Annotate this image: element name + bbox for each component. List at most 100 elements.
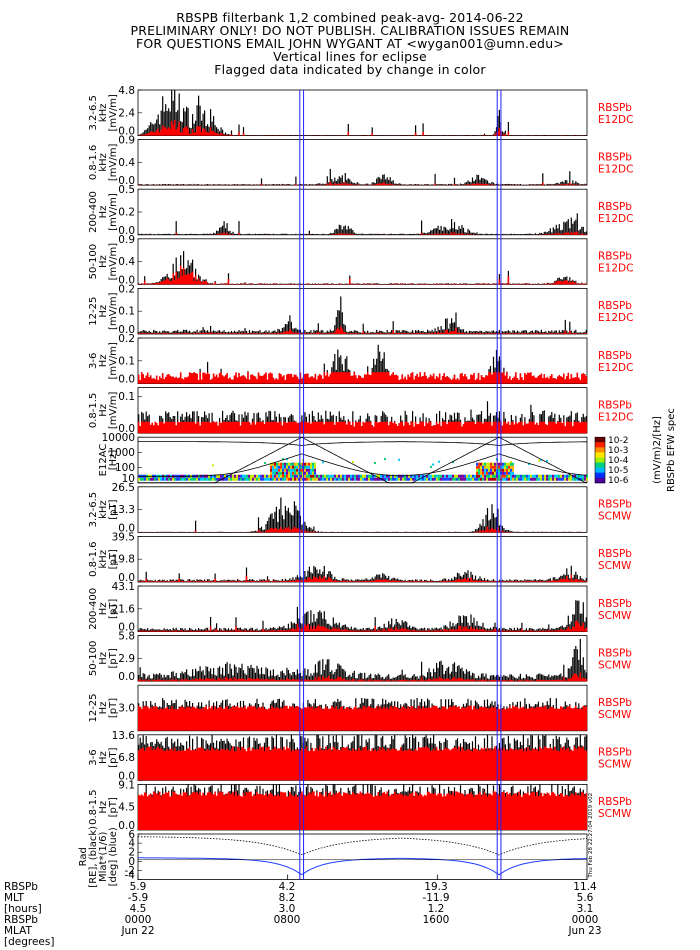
xtick-time: 0000 [124, 914, 152, 926]
spectrogram-cell [284, 465, 286, 469]
spectrogram-cell [232, 477, 234, 481]
spectrogram-cell [372, 477, 374, 481]
spectrogram-cell [510, 477, 512, 481]
spectrogram-cell [446, 474, 448, 478]
spectrogram-cell [388, 474, 390, 478]
spectrogram-cell [586, 474, 588, 478]
spectrogram-cell [386, 477, 388, 481]
spectrogram-cell [282, 462, 284, 466]
y-axis-label: 3.2-6.5 [88, 95, 99, 130]
spectrogram-cell [310, 477, 312, 481]
spectrogram-cell [466, 477, 468, 481]
spectrogram-cell [516, 477, 518, 481]
y-axis-label: 3.2-6.5 [88, 492, 99, 527]
y-tick-label: 3.0 [118, 703, 135, 715]
spectrogram-cell [538, 477, 540, 481]
spectrogram-cell [312, 468, 314, 472]
spectrogram-cell [414, 477, 416, 481]
y-axis-label: [mV/m] [108, 243, 119, 281]
spectrogram-cell [288, 468, 290, 472]
panel-right-label: RBSPb [598, 251, 632, 263]
spectrogram-cell [492, 468, 494, 472]
spectrogram-cell [478, 477, 480, 481]
spectrogram-cell [174, 477, 176, 481]
spectrogram-cell [292, 468, 294, 472]
spectrogram-cell [456, 477, 458, 481]
colorbar-segment [595, 477, 605, 484]
xtick-rbsp: 11.4 [573, 881, 597, 893]
spectrogram-cell [548, 474, 550, 478]
y-axis-label: kHz [98, 153, 109, 172]
panel-frame [137, 287, 588, 335]
panel-right-label: E12DC [598, 263, 633, 275]
spectrogram-cell [470, 477, 472, 481]
spectrogram-cell [256, 477, 258, 481]
spectrogram-cell [486, 462, 488, 466]
panel-e7 [137, 387, 588, 434]
footer-label: MLAT [4, 925, 32, 937]
y-tick-label: 0.0 [118, 522, 135, 534]
spectrogram-cell [236, 474, 238, 478]
panel-e2 [137, 139, 588, 186]
spectrogram-cell [478, 474, 480, 478]
title-line-2: PRELIMINARY ONLY! DO NOT PUBLISH. CALIBR… [130, 23, 570, 38]
spectrogram-cell [540, 458, 542, 461]
y-axis-label: [pT] [108, 797, 119, 817]
spectrogram-cell [298, 474, 300, 478]
colorbar-tick-label: 10-3 [608, 446, 628, 456]
spectrogram-cell [334, 474, 336, 478]
spectrogram-cell [440, 477, 442, 481]
spectrogram-cell [204, 474, 206, 478]
spectrogram-cell [138, 477, 140, 481]
spectrogram-cell [292, 465, 294, 469]
panel-frame [137, 585, 588, 632]
spectrogram-cell [506, 462, 508, 466]
colorbar-segment [595, 457, 605, 464]
y-tick-label: 0.0 [118, 622, 135, 634]
y-axis-label: [pT] [108, 599, 119, 619]
y-tick-label: 21.6 [112, 603, 136, 615]
y-tick-label: 6 [128, 829, 135, 841]
spectrogram-cell [468, 474, 470, 478]
spectrogram-cell [280, 462, 282, 466]
y-axis-label: [mV/m] [108, 392, 119, 430]
spectrogram-cell [376, 477, 378, 481]
spectrogram-cell [312, 465, 314, 469]
panel-right-label: SCMW [598, 759, 632, 771]
spectrogram-cell [482, 474, 484, 478]
spectrogram-cell [434, 474, 436, 478]
spectrogram-cell [180, 477, 182, 481]
colorbar-segment [595, 437, 605, 443]
spectrogram-cell [402, 474, 404, 478]
spectrogram-cell [390, 474, 392, 478]
spectrogram-cell [448, 477, 450, 481]
spectrogram-cell [282, 474, 284, 478]
y-axis-label: Hz [98, 206, 109, 219]
spectrogram-cell [298, 477, 300, 481]
spectrogram-cell [156, 477, 158, 481]
spectrogram-cell [304, 462, 306, 466]
y-tick-label: 0.0 [118, 423, 135, 435]
spectrogram-cell [492, 474, 494, 478]
spectrogram-cell [512, 471, 514, 475]
spectrogram-cell [484, 477, 486, 481]
spectrogram-cell [528, 474, 530, 478]
spectrogram-cell [488, 474, 490, 478]
spectrogram-cell [286, 471, 288, 475]
spectrogram-cell [502, 465, 504, 469]
spectrogram-cell [276, 468, 278, 472]
spectrogram-cell [296, 462, 298, 466]
y-tick-label: 0.2 [118, 283, 135, 295]
spectrogram-cell [296, 468, 298, 472]
spectrogram-cell [482, 468, 484, 472]
spectrogram-cell [304, 477, 306, 481]
spectrogram-cell [152, 477, 154, 481]
spectrogram-cell [314, 477, 316, 481]
panel-e6 [137, 337, 588, 384]
spectrogram-cell [536, 474, 538, 478]
spectrogram-cell [378, 474, 380, 478]
spectrogram-cell [532, 477, 534, 481]
y-tick-label: -2 [125, 865, 135, 877]
spectrogram-cell [556, 477, 558, 481]
colorbar-tick-label: 10-6 [608, 476, 629, 486]
